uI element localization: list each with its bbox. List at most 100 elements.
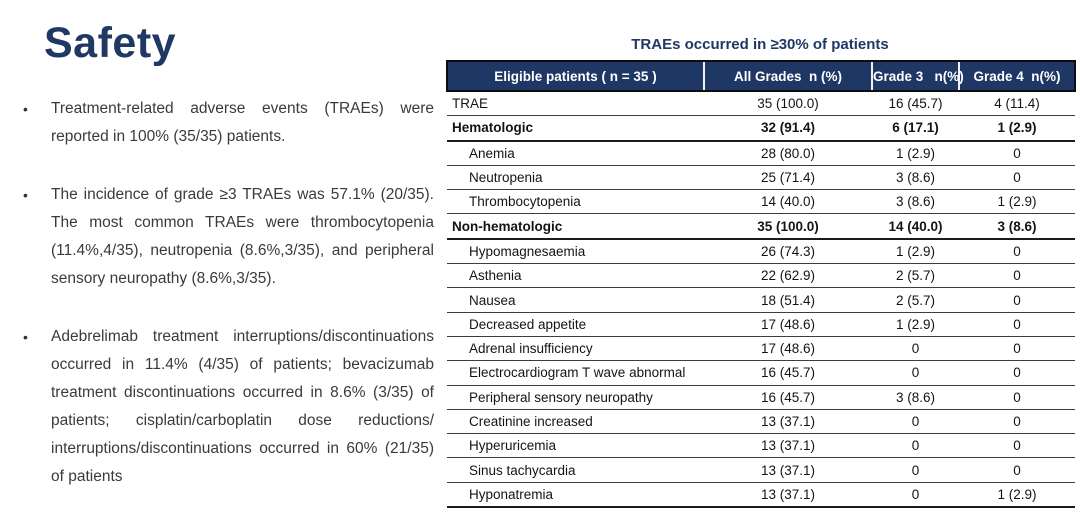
grade-4-cell: 0 [959,140,1075,166]
table-row: Thrombocytopenia 14 (40.0) 3 (8.6) 1 (2.9) [447,189,1075,215]
row-label-cell: TRAE [447,91,704,117]
grade-4-cell: 0 [959,409,1075,435]
grade-4-cell: 3 (8.6) [959,213,1075,240]
row-label-cell: Peripheral sensory neuropathy [447,385,704,410]
grade-4-cell: 0 [959,360,1075,386]
row-label-cell: Decreased appetite [447,312,704,337]
all-grades-cell: 26 (74.3) [704,238,872,265]
column-header-all-grades: All Grades n (%) [703,60,872,92]
bullet-list: • Treatment-related adverse events (TRAE… [20,95,434,491]
table-title: TRAEs occurred in ≥30% of patients [631,36,889,53]
table-row: Hyponatremia 13 (37.1) 0 1 (2.9) [447,482,1075,509]
table-row: Asthenia 22 (62.9) 2 (5.7) 0 [447,263,1075,289]
grade-3-cell: 3 (8.6) [872,165,959,191]
all-grades-cell: 13 (37.1) [704,482,872,509]
grade-3-cell: 0 [872,336,959,362]
column-header-grade-3: Grade 3 n(%) [871,60,964,92]
row-label-cell: Creatinine increased [447,409,704,435]
bullet-icon: • [23,329,28,346]
row-label-cell: Hematologic [447,115,704,142]
bullet-icon: • [23,101,28,118]
grade-4-cell: 4 (11.4) [959,91,1075,117]
all-grades-cell: 16 (45.7) [704,360,872,386]
grade-3-cell: 0 [872,360,959,386]
all-grades-cell: 14 (40.0) [704,189,872,215]
grade-4-cell: 0 [959,312,1075,337]
all-grades-cell: 35 (100.0) [704,91,872,117]
grade-4-cell: 0 [959,336,1075,362]
row-label-cell: Asthenia [447,263,704,289]
grade-3-cell: 6 (17.1) [872,115,959,142]
table-row: Hyperuricemia 13 (37.1) 0 0 [447,433,1075,459]
table-row: Anemia 28 (80.0) 1 (2.9) 0 [447,140,1075,166]
left-panel: Safety • Treatment-related adverse event… [20,19,434,521]
grade-4-cell: 1 (2.9) [959,189,1075,215]
grade-4-cell: 0 [959,385,1075,410]
column-header-eligible-patients: Eligible patients ( n = 35 ) [446,60,704,92]
grade-3-cell: 1 (2.9) [872,238,959,265]
all-grades-cell: 13 (37.1) [704,409,872,435]
grade-3-cell: 2 (5.7) [872,263,959,289]
row-label-cell: Sinus tachycardia [447,457,704,483]
grade-3-cell: 14 (40.0) [872,213,959,240]
all-grades-cell: 17 (48.6) [704,312,872,337]
all-grades-cell: 22 (62.9) [704,263,872,289]
row-label-cell: Adrenal insufficiency [447,336,704,362]
row-label-cell: Anemia [447,140,704,166]
table-row: Electrocardiogram T wave abnormal 16 (45.… [447,360,1075,386]
row-label-cell: Hypomagnesaemia [447,238,704,265]
all-grades-cell: 13 (37.1) [704,433,872,459]
grade-3-cell: 0 [872,482,959,509]
table-row: TRAE 35 (100.0) 16 (45.7) 4 (11.4) [447,91,1075,117]
grade-3-cell: 2 (5.7) [872,287,959,313]
grade-4-cell: 1 (2.9) [959,482,1075,509]
grade-3-cell: 0 [872,457,959,483]
trae-table-body: TRAE 35 (100.0) 16 (45.7) 4 (11.4) Hematolog… [447,91,1075,509]
all-grades-cell: 32 (91.4) [704,115,872,142]
grade-4-cell: 0 [959,457,1075,483]
grade-3-cell: 3 (8.6) [872,189,959,215]
all-grades-cell: 13 (37.1) [704,457,872,483]
page-title: Safety [44,19,177,67]
trae-table: Eligible patients ( n = 35 ) All Grades … [446,60,1076,509]
table-header: Eligible patients ( n = 35 ) All Grades … [446,60,1076,92]
bullet-text-traes-reported: Treatment-related adverse events (TRAEs)… [51,100,434,146]
row-label-cell: Electrocardiogram T wave abnormal [447,360,704,386]
all-grades-cell: 16 (45.7) [704,385,872,410]
table-row: Hematologic 32 (91.4) 6 (17.1) 1 (2.9) [447,115,1075,142]
grade-3-cell: 1 (2.9) [872,312,959,337]
grade-4-cell: 0 [959,263,1075,289]
column-header-grade-4: Grade 4 n(%) [958,60,1076,92]
bullet-icon: • [23,187,28,204]
grade-3-cell: 0 [872,433,959,459]
table-header-row: Eligible patients ( n = 35 ) All Grades … [446,60,1076,92]
row-label-cell: Neutropenia [447,165,704,191]
row-label-cell: Hyperuricemia [447,433,704,459]
table-row: Non-hematologic 35 (100.0) 14 (40.0) 3 (8.6… [447,213,1075,240]
bullet-item: • Adebrelimab treatment interruptions/di… [20,323,434,491]
row-label-cell: Thrombocytopenia [447,189,704,215]
grade-3-cell: 0 [872,409,959,435]
grade-4-cell: 0 [959,165,1075,191]
table-row: Hypomagnesaemia 26 (74.3) 1 (2.9) 0 [447,238,1075,265]
table-row: Neutropenia 25 (71.4) 3 (8.6) 0 [447,165,1075,191]
bullet-text-grade3-incidence: The incidence of grade ≥3 TRAEs was 57.1… [51,186,434,288]
bullet-item: • The incidence of grade ≥3 TRAEs was 57… [20,181,434,293]
row-label-cell: Hyponatremia [447,482,704,509]
grade-3-cell: 16 (45.7) [872,91,959,117]
table-row: Nausea 18 (51.4) 2 (5.7) 0 [447,287,1075,313]
table-row: Sinus tachycardia 13 (37.1) 0 0 [447,457,1075,483]
table-row: Adrenal insufficiency 17 (48.6) 0 0 [447,336,1075,362]
bullet-text-treatment-interruptions: Adebrelimab treatment interruptions/disc… [51,328,434,486]
table-row: Peripheral sensory neuropathy 16 (45.7) 3 … [447,385,1075,410]
bullet-item: • Treatment-related adverse events (TRAE… [20,95,434,151]
all-grades-cell: 35 (100.0) [704,213,872,240]
grade-4-cell: 0 [959,287,1075,313]
table-row: Decreased appetite 17 (48.6) 1 (2.9) 0 [447,312,1075,337]
grade-3-cell: 1 (2.9) [872,140,959,166]
table-row: Creatinine increased 13 (37.1) 0 0 [447,409,1075,435]
row-label-cell: Nausea [447,287,704,313]
all-grades-cell: 18 (51.4) [704,287,872,313]
all-grades-cell: 28 (80.0) [704,140,872,166]
row-label-cell: Non-hematologic [447,213,704,240]
